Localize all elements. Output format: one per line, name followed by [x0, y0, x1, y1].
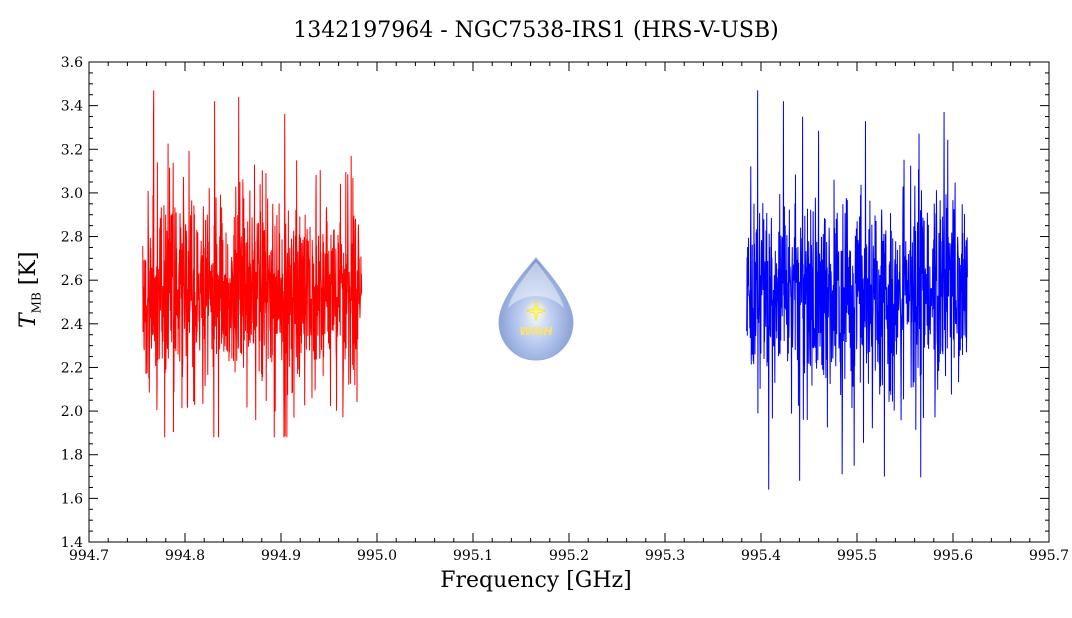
series-line-2	[746, 90, 968, 490]
x-tick-label: 994.9	[261, 548, 301, 564]
y-tick-label: 2.0	[61, 404, 83, 420]
chart-title: 1342197964 - NGC7538-IRS1 (HRS-V-USB)	[293, 18, 779, 43]
series-line-1	[142, 90, 363, 438]
x-tick-label: 994.8	[165, 548, 205, 564]
wish-logo: WISH	[498, 257, 574, 361]
y-tick-label: 3.6	[61, 55, 83, 71]
y-tick-label: 2.8	[61, 230, 83, 246]
x-tick-label: 995.5	[837, 548, 877, 564]
x-tick-label: 995.1	[453, 548, 493, 564]
y-tick-label: 3.4	[61, 99, 83, 115]
x-tick-label: 995.7	[1029, 548, 1069, 564]
x-axis-label: Frequency [GHz]	[440, 568, 632, 593]
y-axis-label: TMB [K]	[16, 251, 44, 328]
wish-logo-text: WISH	[519, 325, 552, 338]
y-tick-label: 2.4	[61, 317, 83, 333]
y-tick-label: 2.6	[61, 273, 83, 289]
x-tick-label: 995.3	[645, 548, 685, 564]
y-tick-label: 1.8	[61, 448, 83, 464]
y-tick-label: 3.0	[61, 186, 83, 202]
x-tick-label: 995.4	[741, 548, 781, 564]
y-tick-label: 2.2	[61, 360, 83, 376]
x-tick-label: 994.7	[69, 548, 109, 564]
ticks-layer: 994.7 994.8 994.9 995.0 995.1 995.2 995.3 995.4…	[61, 55, 1069, 564]
y-tick-label: 1.4	[61, 535, 83, 551]
y-tick-label: 3.2	[61, 142, 83, 158]
x-tick-label: 995.6	[933, 548, 973, 564]
x-tick-label: 995.2	[549, 548, 589, 564]
series-layer	[142, 90, 968, 490]
x-tick-label: 995.0	[357, 548, 397, 564]
y-tick-label: 1.6	[61, 491, 83, 507]
